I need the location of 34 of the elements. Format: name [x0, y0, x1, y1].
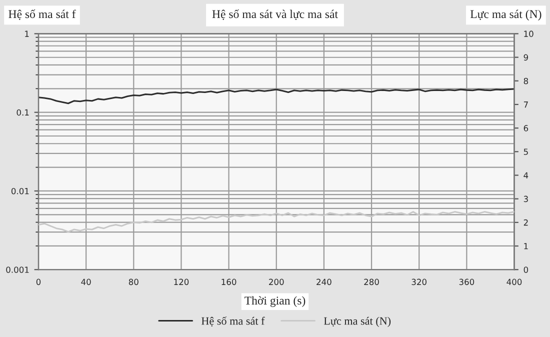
- y2-tick-label: 5: [524, 148, 528, 155]
- y2-tick-label: 0: [524, 266, 528, 273]
- legend-label: Lực ma sát (N): [324, 316, 391, 327]
- y2-tick-label: 10: [524, 30, 534, 37]
- legend-label: Hệ số ma sát f: [201, 316, 265, 326]
- y-axis-title: Hệ số ma sát f: [8, 9, 76, 20]
- y-tick-label: 1: [25, 30, 29, 37]
- x-tick-label: 360: [459, 278, 474, 286]
- y-tick-label: 0.01: [11, 188, 29, 194]
- y-tick-label: 0.1: [16, 109, 29, 116]
- x-tick-label: 240: [316, 278, 332, 286]
- y2-tick-label: 8: [524, 78, 528, 84]
- y2-tick-label: 9: [524, 54, 528, 61]
- y2-tick-label: 7: [524, 102, 528, 108]
- x-tick-label: 80: [128, 278, 138, 286]
- y2-tick-label: 6: [524, 125, 528, 132]
- y2-axis-title: Lực ma sát (N): [470, 10, 542, 21]
- x-tick-label: 400: [506, 278, 522, 286]
- x-tick-label: 160: [222, 278, 236, 286]
- x-tick-label: 120: [174, 278, 189, 286]
- line-series: [38, 88, 514, 104]
- line-series: [38, 211, 514, 233]
- x-tick-label: 280: [364, 278, 379, 286]
- y-tick-label: 0.001: [6, 266, 29, 273]
- y2-tick-label: 4: [524, 172, 528, 178]
- chart-title: Hệ số ma sát và lực ma sát: [212, 9, 338, 20]
- x-axis-title: Thời gian (s): [244, 296, 306, 307]
- y2-tick-label: 3: [524, 196, 528, 202]
- x-tick-label: 40: [81, 278, 91, 286]
- y2-tick-label: 2: [524, 219, 528, 226]
- x-tick-label: 0: [36, 278, 41, 286]
- x-tick-label: 320: [412, 278, 426, 286]
- y2-tick-label: 1: [524, 243, 528, 250]
- x-tick-label: 200: [269, 278, 284, 286]
